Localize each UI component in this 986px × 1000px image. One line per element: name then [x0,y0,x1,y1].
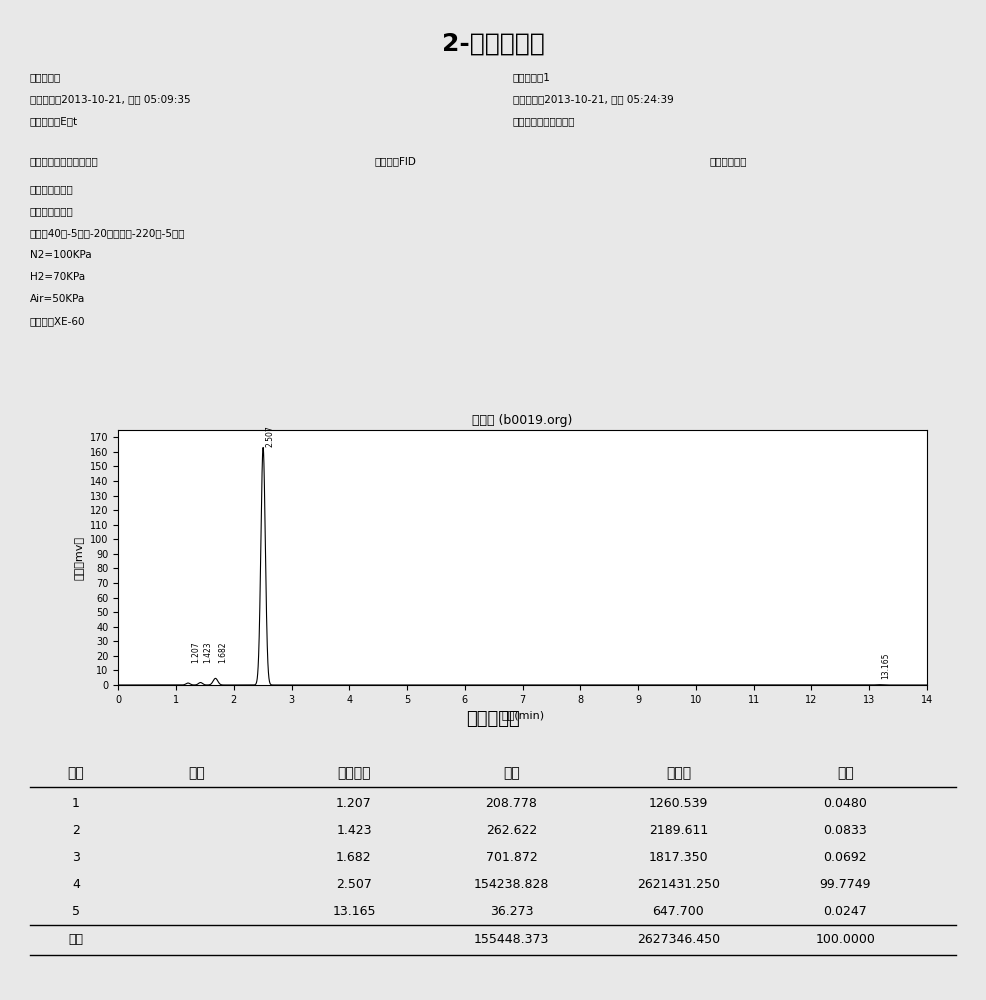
Text: 2189.611: 2189.611 [649,824,708,837]
Text: 36.273: 36.273 [490,905,533,918]
Text: 13.165: 13.165 [332,905,376,918]
Text: 总计: 总计 [68,933,84,946]
Text: 647.700: 647.700 [653,905,704,918]
Text: 1.423: 1.423 [336,824,372,837]
Text: 峰面积: 峰面积 [666,767,691,781]
Text: 1.423: 1.423 [203,642,212,663]
Text: 进样器：分流: 进样器：分流 [710,156,747,166]
Text: Air=50KPa: Air=50KPa [30,294,85,304]
Text: 2.507: 2.507 [266,426,275,447]
Text: 积分方法：面积归一法: 积分方法：面积归一法 [513,116,575,126]
Text: 1.682: 1.682 [218,642,228,663]
Text: 2: 2 [72,824,80,837]
Text: 5: 5 [72,905,80,918]
Text: 色谱柱：XE-60: 色谱柱：XE-60 [30,316,85,326]
Text: 0.0833: 0.0833 [823,824,867,837]
Text: 100.0000: 100.0000 [815,933,876,946]
Text: 谱图文件：E：t: 谱图文件：E：t [30,116,78,126]
Text: 1817.350: 1817.350 [649,851,708,864]
Text: H2=70KPa: H2=70KPa [30,272,85,282]
Text: 13.165: 13.165 [881,653,890,679]
Text: 分析结果表: 分析结果表 [466,710,520,728]
Text: 柱温：40度-5分钟-20度／分钟-220度-5分钟: 柱温：40度-5分钟-20度／分钟-220度-5分钟 [30,228,185,238]
Text: 2621431.250: 2621431.250 [637,878,720,891]
Text: 实验单位：: 实验单位： [30,72,61,82]
Text: 1: 1 [72,797,80,810]
Text: 1.682: 1.682 [336,851,372,864]
Text: 99.7749: 99.7749 [819,878,871,891]
Text: 峰名: 峰名 [188,767,205,781]
Text: 检测器：FID: 检测器：FID [375,156,416,166]
Text: 1260.539: 1260.539 [649,797,708,810]
Text: 262.622: 262.622 [486,824,537,837]
Text: 0.0247: 0.0247 [823,905,867,918]
Text: 使用仪器类型：气相色谱: 使用仪器类型：气相色谱 [30,156,99,166]
Title: 色谱图 (b0019.org): 色谱图 (b0019.org) [472,414,573,427]
X-axis label: 时间(min): 时间(min) [501,710,544,720]
Text: 含量: 含量 [837,767,854,781]
Text: 2.507: 2.507 [336,878,372,891]
Text: N2=100KPa: N2=100KPa [30,250,91,260]
Text: 柱温：程序升温: 柱温：程序升温 [30,184,73,194]
Text: 701.872: 701.872 [486,851,537,864]
Y-axis label: 电压（mv）: 电压（mv） [75,535,85,579]
Text: 峰号: 峰号 [68,767,84,781]
Text: 峰高: 峰高 [503,767,520,781]
Text: 1.207: 1.207 [336,797,372,810]
Text: 2-甲氧基乙胺: 2-甲氧基乙胺 [442,32,544,56]
Text: 保留时间: 保留时间 [337,767,371,781]
Text: 实验时间：2013-10-21, 下午 05:09:35: 实验时间：2013-10-21, 下午 05:09:35 [30,94,190,104]
Text: 报告时间：2013-10-21, 下午 05:24:39: 报告时间：2013-10-21, 下午 05:24:39 [513,94,673,104]
Text: 0.0480: 0.0480 [823,797,867,810]
Text: 155448.373: 155448.373 [474,933,549,946]
Text: 208.778: 208.778 [485,797,537,810]
Text: 4: 4 [72,878,80,891]
Text: 实验者：徐1: 实验者：徐1 [513,72,550,82]
Text: 154238.828: 154238.828 [474,878,549,891]
Text: 3: 3 [72,851,80,864]
Text: 0.0692: 0.0692 [823,851,867,864]
Text: 2627346.450: 2627346.450 [637,933,720,946]
Text: 实验内容简介：: 实验内容简介： [30,206,73,216]
Text: 1.207: 1.207 [191,642,200,663]
